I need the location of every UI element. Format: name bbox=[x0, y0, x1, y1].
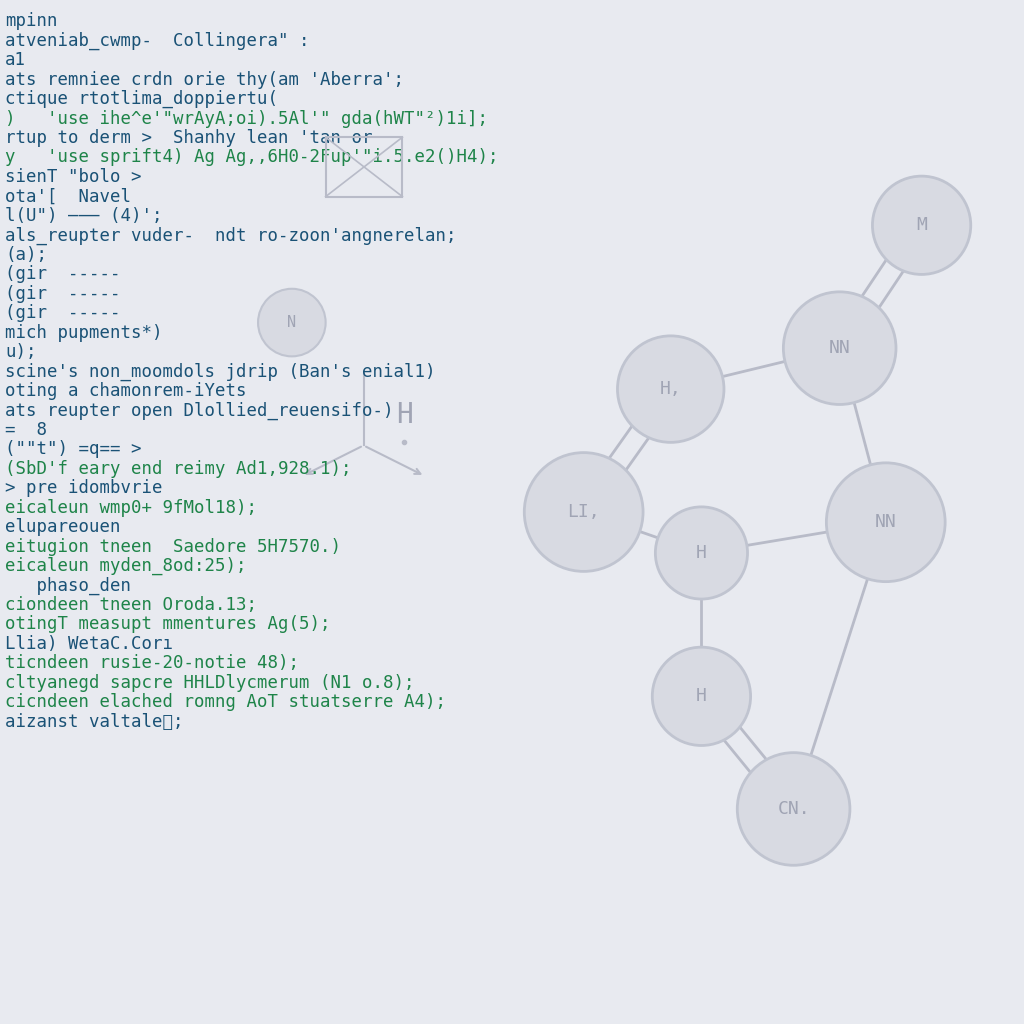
Text: mpinn: mpinn bbox=[5, 12, 57, 31]
Text: ticndeen rusie-20-notie 48);: ticndeen rusie-20-notie 48); bbox=[5, 654, 299, 673]
Text: (gir  -----: (gir ----- bbox=[5, 265, 121, 284]
Text: (a);: (a); bbox=[5, 246, 47, 264]
Text: otingT measupt mmentures Ag(5);: otingT measupt mmentures Ag(5); bbox=[5, 615, 331, 634]
Text: cicndeen elached romng AoT stuatserre A4);: cicndeen elached romng AoT stuatserre A4… bbox=[5, 693, 446, 712]
Text: a1: a1 bbox=[5, 51, 27, 70]
Text: > pre idombvrie: > pre idombvrie bbox=[5, 479, 163, 498]
Bar bbox=[326, 137, 402, 197]
Circle shape bbox=[524, 453, 643, 571]
Text: Llia) WetaC.Corı: Llia) WetaC.Corı bbox=[5, 635, 173, 653]
Text: elupareouen: elupareouen bbox=[5, 518, 121, 537]
Text: H,: H, bbox=[659, 380, 682, 398]
Text: y   'use sprift4) Ag Ag,,6H0-2Fup'"i.5.e2()H4);: y 'use sprift4) Ag Ag,,6H0-2Fup'"i.5.e2(… bbox=[5, 148, 499, 167]
Text: )   'use ihe^e'"wrAyA;oi).5Al'" gda(hWT"²)1i];: ) 'use ihe^e'"wrAyA;oi).5Al'" gda(hWT"²)… bbox=[5, 110, 488, 128]
Text: (""t") =q== >: (""t") =q== > bbox=[5, 440, 141, 459]
Circle shape bbox=[872, 176, 971, 274]
Text: eitugion tneen  Saedore 5H7570.): eitugion tneen Saedore 5H7570.) bbox=[5, 538, 341, 556]
Circle shape bbox=[652, 647, 751, 745]
Text: (gir  -----: (gir ----- bbox=[5, 304, 121, 323]
Text: cltyanegd sapcre HHLDlycmerum (N1 o.8);: cltyanegd sapcre HHLDlycmerum (N1 o.8); bbox=[5, 674, 415, 692]
Text: sienT "bolo >: sienT "bolo > bbox=[5, 168, 141, 186]
Text: H: H bbox=[396, 400, 413, 429]
Circle shape bbox=[655, 507, 748, 599]
Text: H: H bbox=[696, 687, 707, 706]
Circle shape bbox=[617, 336, 724, 442]
Text: u);: u); bbox=[5, 343, 37, 361]
Text: ats remniee crdn orie thy(am 'Aberra';: ats remniee crdn orie thy(am 'Aberra'; bbox=[5, 71, 404, 89]
Text: scine's non_moomdols jdrip (Ban's enial1): scine's non_moomdols jdrip (Ban's enial1… bbox=[5, 362, 435, 381]
Text: (SbD'f eary end reimy Ad1,928.1);: (SbD'f eary end reimy Ad1,928.1); bbox=[5, 460, 351, 478]
Text: eicaleun myden_8od:25);: eicaleun myden_8od:25); bbox=[5, 557, 247, 575]
Text: ats reupter open Dlollied_reuensifo-): ats reupter open Dlollied_reuensifo-) bbox=[5, 401, 393, 420]
Circle shape bbox=[826, 463, 945, 582]
Text: atveniab_cwmp-  Collingera" :: atveniab_cwmp- Collingera" : bbox=[5, 32, 309, 50]
Text: l(U") ——— (4)';: l(U") ——— (4)'; bbox=[5, 207, 163, 225]
Text: NN: NN bbox=[874, 513, 897, 531]
Text: =  8: = 8 bbox=[5, 421, 47, 439]
Text: N: N bbox=[288, 315, 296, 330]
Text: phaso_den: phaso_den bbox=[5, 577, 131, 595]
Text: rtup to derm >  Shanhy lean 'tan or: rtup to derm > Shanhy lean 'tan or bbox=[5, 129, 373, 147]
Text: M: M bbox=[916, 216, 927, 234]
Text: CN.: CN. bbox=[777, 800, 810, 818]
Text: ctique rtotlima_doppiertu(: ctique rtotlima_doppiertu( bbox=[5, 90, 279, 109]
Text: (gir  -----: (gir ----- bbox=[5, 285, 121, 303]
Text: H: H bbox=[696, 544, 707, 562]
Circle shape bbox=[737, 753, 850, 865]
Text: LI,: LI, bbox=[567, 503, 600, 521]
Text: als_reupter vuder-  ndt ro-zoon'angnerelan;: als_reupter vuder- ndt ro-zoon'angnerela… bbox=[5, 226, 457, 245]
Text: NN: NN bbox=[828, 339, 851, 357]
Text: ota'[  Navel: ota'[ Navel bbox=[5, 187, 131, 206]
Text: aizanst valtaleᴘ;: aizanst valtaleᴘ; bbox=[5, 713, 183, 731]
Circle shape bbox=[783, 292, 896, 404]
Circle shape bbox=[258, 289, 326, 356]
Text: ciondeen tneen Oroda.13;: ciondeen tneen Oroda.13; bbox=[5, 596, 257, 614]
Text: eicaleun wmp0+ 9fMol18);: eicaleun wmp0+ 9fMol18); bbox=[5, 499, 257, 517]
Text: oting a chamonrem-iYets: oting a chamonrem-iYets bbox=[5, 382, 247, 400]
Text: mich pupments*): mich pupments*) bbox=[5, 324, 163, 342]
